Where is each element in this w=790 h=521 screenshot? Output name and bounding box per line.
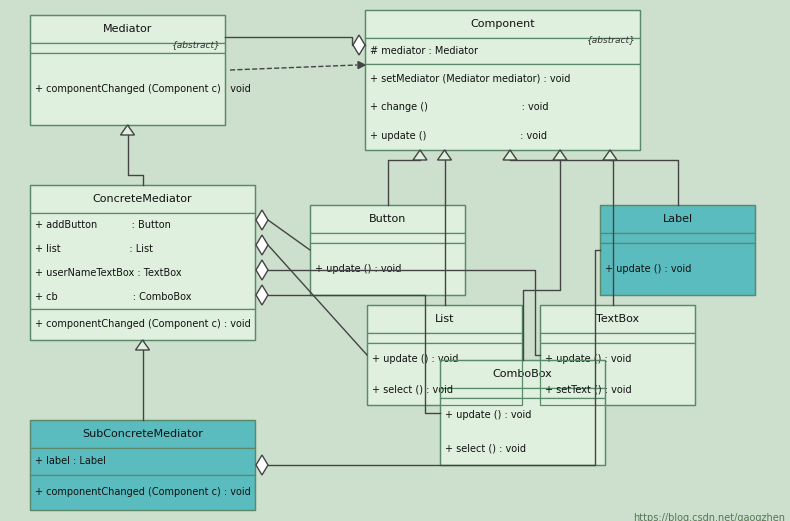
- Bar: [30, 309, 255, 340]
- Bar: [367, 343, 522, 405]
- Bar: [367, 333, 522, 343]
- Bar: [30, 185, 255, 340]
- Bar: [440, 360, 605, 465]
- Text: Label: Label: [663, 214, 693, 224]
- Text: + update () : void: + update () : void: [315, 264, 401, 274]
- Bar: [30, 43, 225, 53]
- Text: ComboBox: ComboBox: [493, 369, 552, 379]
- Bar: [600, 205, 755, 295]
- Polygon shape: [353, 35, 365, 55]
- Bar: [30, 15, 225, 125]
- Polygon shape: [553, 150, 567, 160]
- Text: + userNameTextBox : TextBox: + userNameTextBox : TextBox: [35, 268, 182, 278]
- Bar: [367, 305, 522, 333]
- Bar: [310, 205, 465, 295]
- Text: + label : Label: + label : Label: [35, 456, 106, 466]
- Polygon shape: [413, 150, 427, 160]
- Bar: [540, 305, 695, 333]
- Text: + list                      : List: + list : List: [35, 244, 153, 254]
- Text: + select () : void: + select () : void: [445, 443, 526, 453]
- Text: TextBox: TextBox: [596, 314, 639, 324]
- Polygon shape: [256, 285, 268, 305]
- Polygon shape: [603, 150, 617, 160]
- Bar: [310, 205, 465, 233]
- Bar: [30, 448, 255, 475]
- Text: {abstract}: {abstract}: [587, 35, 636, 44]
- Text: List: List: [435, 314, 454, 324]
- Text: + update () : void: + update () : void: [372, 354, 458, 364]
- Text: + change ()                              : void: + change () : void: [370, 102, 548, 112]
- Text: ConcreteMediator: ConcreteMediator: [92, 194, 192, 204]
- Bar: [600, 233, 755, 243]
- Bar: [310, 243, 465, 295]
- Text: + componentChanged (Component c) : void: + componentChanged (Component c) : void: [35, 488, 250, 498]
- Text: + addButton           : Button: + addButton : Button: [35, 220, 171, 230]
- Text: + setMediator (Mediator mediator) : void: + setMediator (Mediator mediator) : void: [370, 73, 570, 83]
- Bar: [540, 343, 695, 405]
- Bar: [30, 15, 225, 43]
- Text: + update () : void: + update () : void: [605, 264, 691, 274]
- Polygon shape: [256, 260, 268, 280]
- Polygon shape: [136, 340, 149, 350]
- Bar: [365, 10, 640, 150]
- Text: + update () : void: + update () : void: [445, 410, 532, 420]
- Bar: [440, 360, 605, 388]
- Bar: [30, 185, 255, 213]
- Bar: [30, 53, 225, 125]
- Bar: [365, 38, 640, 64]
- Bar: [30, 420, 255, 448]
- Text: + select () : void: + select () : void: [372, 384, 453, 394]
- Text: + update () : void: + update () : void: [545, 354, 631, 364]
- Polygon shape: [256, 235, 268, 255]
- Text: Button: Button: [369, 214, 406, 224]
- Bar: [600, 205, 755, 233]
- Polygon shape: [256, 210, 268, 230]
- Text: + cb                        : ComboBox: + cb : ComboBox: [35, 292, 191, 302]
- Bar: [30, 213, 255, 309]
- Bar: [30, 475, 255, 510]
- Bar: [365, 10, 640, 38]
- Bar: [367, 305, 522, 405]
- Polygon shape: [121, 125, 134, 135]
- Polygon shape: [256, 455, 268, 475]
- Text: https://blog.csdn.net/gaogzhen: https://blog.csdn.net/gaogzhen: [633, 513, 785, 521]
- Polygon shape: [438, 150, 452, 160]
- Bar: [540, 333, 695, 343]
- Bar: [310, 233, 465, 243]
- Bar: [540, 305, 695, 405]
- Polygon shape: [503, 150, 517, 160]
- Bar: [440, 388, 605, 398]
- Text: + setText () : void: + setText () : void: [545, 384, 632, 394]
- Bar: [600, 243, 755, 295]
- Text: + componentChanged (Component c) : void: + componentChanged (Component c) : void: [35, 319, 250, 329]
- Text: SubConcreteMediator: SubConcreteMediator: [82, 429, 203, 439]
- Text: Mediator: Mediator: [103, 24, 152, 34]
- Bar: [30, 420, 255, 510]
- Polygon shape: [358, 61, 365, 68]
- Bar: [365, 64, 640, 150]
- Text: Component: Component: [470, 19, 535, 29]
- Text: # mediator : Mediator: # mediator : Mediator: [370, 46, 478, 56]
- Text: + update ()                              : void: + update () : void: [370, 131, 547, 141]
- Bar: [440, 398, 605, 465]
- Text: {abstract}: {abstract}: [172, 40, 221, 49]
- Text: + componentChanged (Component c) : void: + componentChanged (Component c) : void: [35, 84, 250, 94]
